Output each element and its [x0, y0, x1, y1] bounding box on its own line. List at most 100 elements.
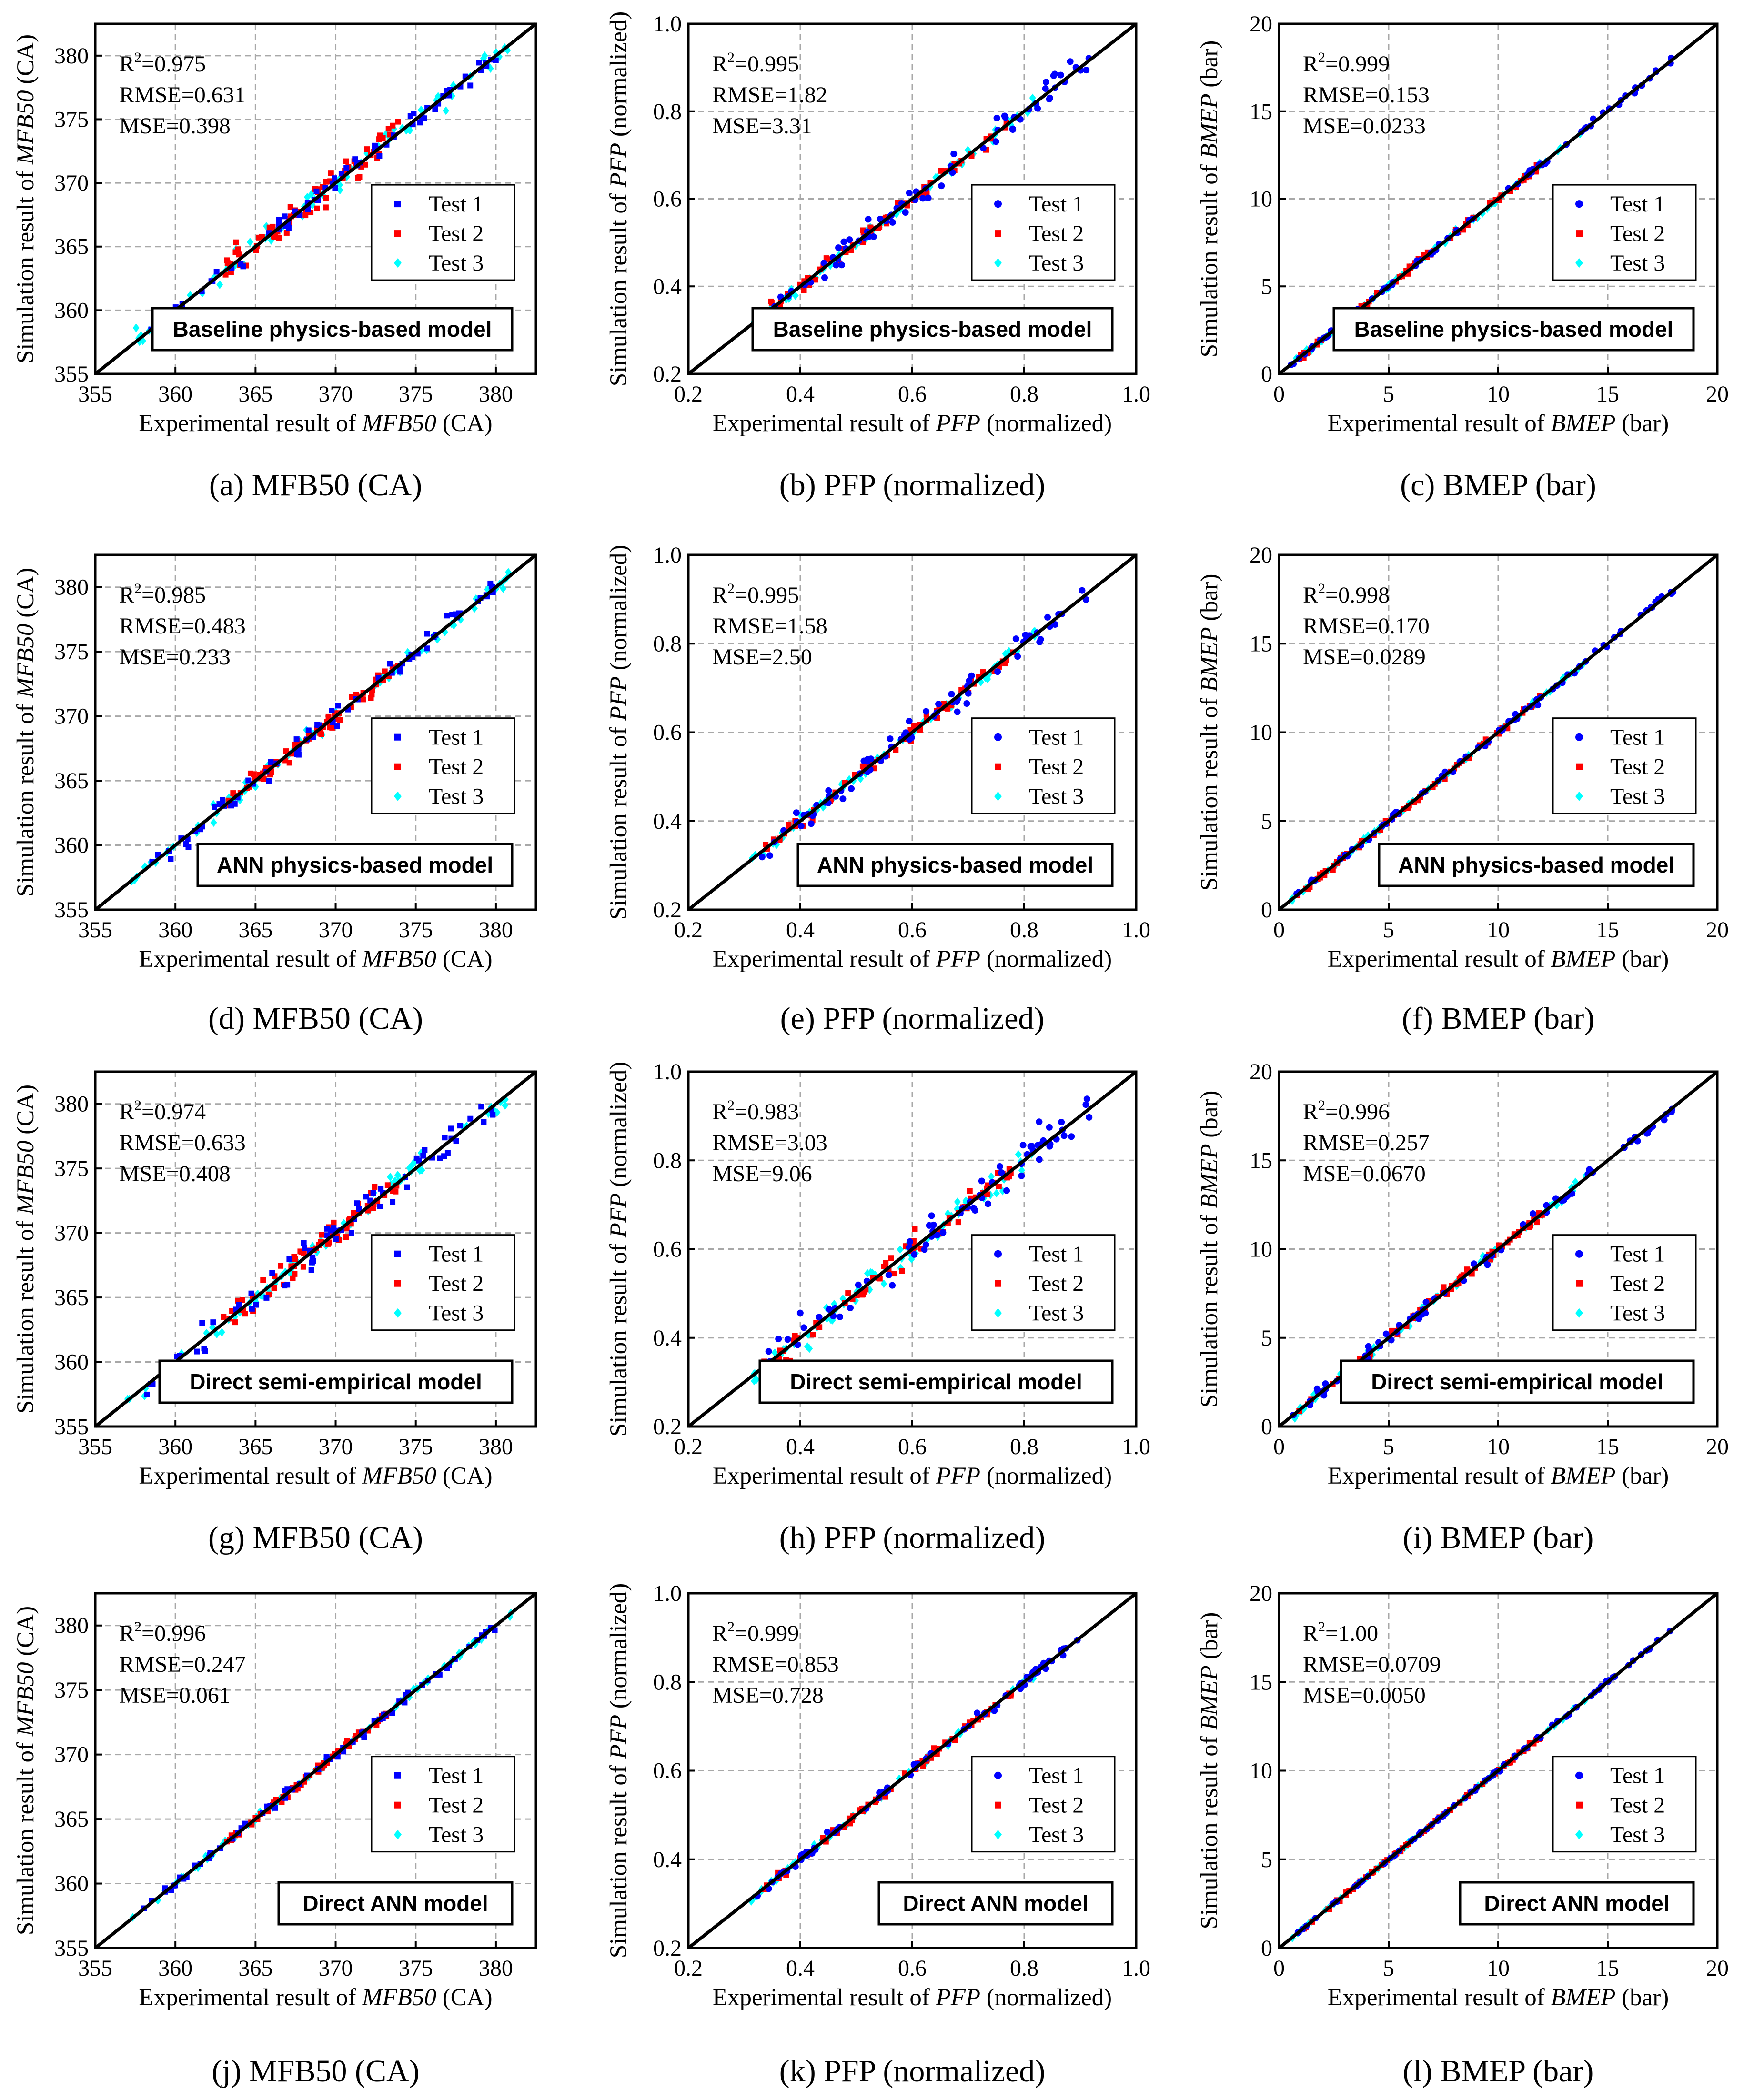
model-label-text: Direct semi-empirical model: [190, 1369, 482, 1394]
data-point-test1: [793, 809, 800, 816]
data-point-test1: [286, 1256, 292, 1262]
data-point-test1: [838, 261, 845, 269]
panel-caption: (l) BMEP (bar): [1403, 2054, 1594, 2089]
data-point-test1: [840, 238, 847, 245]
data-point-test2: [221, 1314, 227, 1320]
legend-label-test1: Test 1: [1029, 191, 1084, 217]
y-tick-label: 380: [54, 1613, 89, 1638]
data-point-test2: [801, 287, 807, 293]
mse-text: MSE=0.398: [119, 113, 231, 139]
data-point-test1: [376, 153, 383, 159]
y-tick-label: 20: [1250, 1059, 1272, 1085]
data-point-test2: [232, 1319, 238, 1326]
data-point-test1: [413, 1155, 420, 1161]
data-point-test1: [939, 1229, 947, 1236]
data-point-test2: [302, 212, 309, 219]
data-point-test1: [1382, 1330, 1390, 1337]
legend-label-test2: Test 2: [1610, 1793, 1665, 1818]
data-point-test1: [213, 269, 220, 275]
y-tick-label: 375: [54, 639, 89, 664]
y-tick-label: 10: [1250, 187, 1272, 212]
model-label-text: Direct semi-empirical model: [1371, 1369, 1663, 1394]
mse-text: MSE=9.06: [712, 1161, 812, 1186]
panel-caption: (k) PFP (normalized): [779, 2054, 1045, 2089]
reference-line-y-equals-x: [687, 553, 1138, 911]
y-tick-label: 0.4: [653, 809, 682, 834]
x-tick-label: 0.2: [674, 1956, 703, 1981]
x-tick-label: 5: [1383, 382, 1394, 407]
data-point-test2: [286, 760, 292, 766]
data-point-test1: [837, 1313, 844, 1320]
legend-marker-test2: [995, 1801, 1001, 1809]
legend-marker-test3: [394, 1308, 402, 1318]
legend-label-test3: Test 3: [1029, 251, 1084, 276]
data-point-test2: [859, 763, 866, 769]
y-tick-label: 380: [54, 575, 89, 600]
x-tick-label: 365: [238, 917, 272, 943]
data-point-test1: [902, 209, 909, 216]
data-point-test1: [938, 182, 945, 190]
data-point-test1: [348, 1230, 354, 1236]
x-tick-label: 1.0: [1122, 382, 1150, 407]
data-point-test1: [824, 1829, 831, 1836]
data-point-test1: [444, 1150, 451, 1156]
model-label-frame: [1340, 1359, 1695, 1404]
panel-caption: (e) PFP (normalized): [780, 1001, 1045, 1036]
y-tick-label: 20: [1250, 1581, 1272, 1606]
rmse-text: RMSE=1.82: [712, 82, 827, 108]
data-point-test1: [1046, 94, 1053, 101]
x-tick-label: 360: [158, 382, 192, 407]
model-label-box: Direct semi-empirical model: [1340, 1359, 1695, 1404]
data-point-test1: [467, 1115, 474, 1122]
plot-frame: [94, 22, 537, 375]
data-point-test2: [792, 1333, 798, 1339]
r-squared-text: R2=0.983: [712, 1097, 799, 1125]
legend-label-test2: Test 2: [1610, 221, 1665, 246]
x-tick-label: 0.2: [674, 1434, 703, 1459]
x-tick-label: 380: [479, 382, 513, 407]
y-tick-label: 365: [54, 234, 89, 260]
y-tick-label: 0: [1261, 897, 1272, 923]
legend-label-test3: Test 3: [1610, 1822, 1665, 1848]
data-point-test3: [880, 1279, 887, 1288]
x-tick-label: 10: [1487, 382, 1510, 407]
data-point-test3: [481, 51, 488, 60]
data-point-test1: [272, 1805, 278, 1811]
model-label-frame: [151, 307, 514, 352]
x-tick-label: 0.6: [898, 917, 927, 943]
legend-label-test3: Test 3: [1029, 784, 1084, 809]
r-squared-text: R2=0.985: [119, 581, 206, 608]
data-point-test2: [955, 1219, 961, 1226]
data-point-test1: [476, 60, 483, 66]
panel-k: 0.20.2 0.4 0.4 0.6 0.6 0.8 0.8 1.0 1.0 Experiment…: [605, 1581, 1150, 2089]
data-point-test1: [335, 703, 341, 709]
legend-label-test2: Test 2: [1029, 754, 1084, 780]
x-tick-label: 0.8: [1010, 917, 1038, 943]
x-axis-label: Experimental result of PFP (normalized): [713, 946, 1112, 973]
data-point-test1: [994, 668, 1001, 675]
x-tick-label: 1.0: [1122, 1434, 1150, 1459]
data-point-test1: [766, 852, 774, 859]
y-tick-label: 0: [1261, 1414, 1272, 1439]
data-point-test1: [481, 1119, 487, 1125]
model-label-frame: [196, 843, 514, 887]
data-point-test2: [380, 135, 386, 141]
y-tick-label: 5: [1261, 1326, 1272, 1351]
x-tick-label: 370: [319, 917, 353, 943]
data-point-test2: [239, 1297, 245, 1303]
y-tick-label: 380: [54, 1092, 89, 1117]
r-squared-text: R2=0.975: [119, 50, 206, 77]
data-point-test2: [331, 1219, 337, 1226]
data-point-test1: [996, 1163, 1003, 1170]
data-point-test1: [397, 669, 403, 675]
mse-text: MSE=3.31: [712, 113, 812, 139]
data-point-test2: [845, 1290, 851, 1296]
legend-marker-test3: [994, 1308, 1002, 1318]
data-point-test1: [992, 138, 999, 145]
data-point-test1: [765, 1348, 772, 1355]
panel-b: 0.20.2 0.4 0.4 0.6 0.6 0.8 0.8 1.0 1.0 Experiment…: [605, 11, 1150, 502]
data-point-test2: [337, 717, 343, 723]
y-axis-label: Simulation result of PFP (normalized): [605, 545, 632, 920]
x-tick-label: 0: [1273, 382, 1285, 407]
